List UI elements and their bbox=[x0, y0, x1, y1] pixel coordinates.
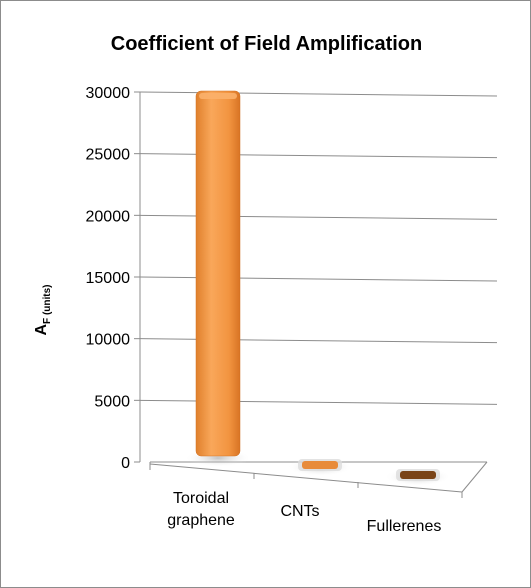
category-label-line: graphene bbox=[167, 512, 235, 529]
category-label-line: Toroidal bbox=[173, 490, 229, 507]
bar-top-highlight bbox=[199, 93, 237, 99]
y-tick-label: 10000 bbox=[86, 332, 131, 349]
gridline bbox=[139, 214, 498, 220]
category-label: CNTs bbox=[280, 503, 319, 520]
category-label: Fullerenes bbox=[367, 518, 442, 535]
bars bbox=[185, 90, 451, 486]
chart-title: Coefficient of Field Amplification bbox=[110, 33, 423, 55]
category-labels: Toroidal graphene CNTs Fullerenes bbox=[167, 490, 441, 535]
gridline bbox=[139, 153, 498, 159]
bar bbox=[195, 90, 241, 457]
category-label-line: CNTs bbox=[280, 503, 319, 520]
y-tick-label: 20000 bbox=[86, 208, 131, 225]
y-axis-label-main: A bbox=[33, 324, 50, 336]
y-tick-labels: 0 5000 10000 15000 20000 25000 30000 bbox=[86, 85, 131, 472]
x-axis-line bbox=[149, 463, 463, 493]
axes bbox=[134, 91, 463, 498]
gridline bbox=[139, 276, 498, 282]
y-tick-label: 30000 bbox=[86, 85, 131, 102]
gridline bbox=[139, 338, 498, 344]
gridlines bbox=[139, 91, 498, 493]
category-label-line: Fullerenes bbox=[367, 518, 442, 535]
floor-right-edge bbox=[461, 461, 488, 493]
y-tick-label: 15000 bbox=[86, 270, 131, 287]
y-tick-label: 25000 bbox=[86, 147, 131, 164]
y-tick-label: 0 bbox=[121, 455, 130, 472]
gridline bbox=[139, 399, 498, 405]
category-label: Toroidal graphene bbox=[167, 490, 235, 529]
y-axis-label-sub: F (units) bbox=[42, 285, 53, 324]
bar bbox=[400, 471, 436, 479]
bar bbox=[302, 461, 338, 469]
y-tick-label: 5000 bbox=[94, 393, 130, 410]
y-axis-label: AF (units) bbox=[33, 285, 53, 336]
gridline bbox=[139, 91, 498, 97]
